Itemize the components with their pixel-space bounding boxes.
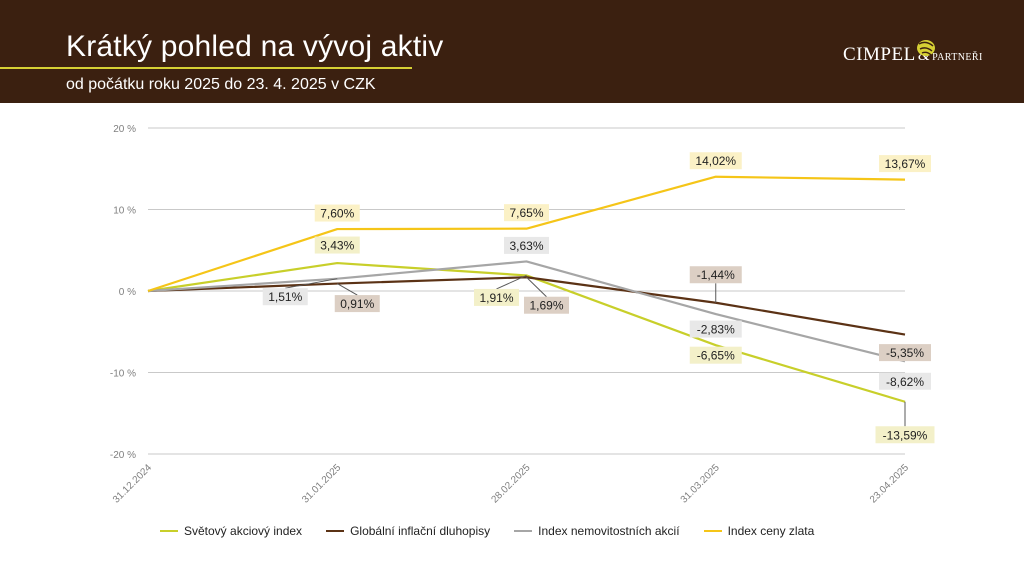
data-label-bg — [314, 236, 360, 254]
data-label-bg — [689, 152, 742, 170]
y-axis-tick-labels: 20 % 10 % 0 % -10 % -20 % — [110, 124, 136, 461]
legend-label: Index nemovitostních akcií — [538, 524, 680, 538]
data-label-bg — [474, 288, 519, 306]
data-label: 3,63% — [509, 239, 543, 253]
data-label: -13,59% — [883, 428, 928, 442]
data-label: -6,65% — [697, 349, 735, 363]
data-label-bg — [689, 320, 742, 338]
x-tick-label: 31.03.2025 — [679, 462, 722, 505]
data-label-bg — [879, 372, 931, 390]
legend-swatch — [514, 530, 533, 532]
y-tick-label: 0 % — [119, 287, 136, 298]
page-subtitle: od počátku roku 2025 do 23. 4. 2025 v CZ… — [66, 76, 376, 93]
legend-label: Index ceny zlata — [727, 524, 815, 538]
chart-gridlines — [148, 127, 905, 455]
leader-line — [526, 276, 547, 298]
series-line — [147, 175, 906, 293]
data-label-bg — [689, 266, 742, 284]
x-tick-label: 31.12.2024 — [111, 462, 154, 505]
data-label-bg — [689, 346, 742, 364]
data-label: 7,65% — [509, 206, 543, 220]
data-label: 7,60% — [320, 207, 354, 221]
x-axis-tick-labels: 31.12.2024 31.01.2025 28.02.2025 31.03.2025… — [111, 462, 911, 505]
legend-label: Světový akciový index — [184, 524, 303, 538]
leader-line — [337, 283, 358, 296]
data-label-bg — [524, 296, 569, 314]
data-label: -5,35% — [886, 346, 924, 360]
chart-legend: Světový akciový index Globální inflační … — [160, 524, 814, 538]
leader-line — [285, 278, 338, 289]
logo-leaf-icon — [917, 40, 935, 56]
logo-main-text: CIMPEL — [843, 44, 916, 65]
data-label: 0,91% — [340, 297, 374, 311]
data-label-bg — [879, 155, 931, 173]
data-label: -8,62% — [886, 375, 924, 389]
header-bar: Krátký pohled na vývoj aktiv od počátku … — [0, 0, 1024, 103]
x-tick-label: 28.02.2025 — [489, 462, 532, 505]
logo-small-text: PARTNEŘI — [932, 52, 983, 63]
y-tick-label: 20 % — [113, 124, 136, 135]
legend-swatch — [326, 530, 345, 532]
data-labels: 3,43% 1,91% -6,65% -13,59% 0,91% 1,69% -1,44% -… — [262, 152, 935, 444]
series-line — [147, 260, 906, 363]
data-label: 1,69% — [529, 299, 563, 313]
data-label-bg — [314, 204, 360, 222]
data-label: -1,44% — [697, 268, 735, 282]
legend-swatch — [703, 530, 722, 532]
data-label: 14,02% — [695, 154, 736, 168]
y-tick-label: -10 % — [110, 369, 136, 380]
y-tick-label: 10 % — [113, 206, 136, 217]
x-tick-label: 23.04.2025 — [868, 462, 911, 505]
data-label: 3,43% — [320, 239, 354, 253]
data-label-bg — [879, 344, 931, 362]
data-label-bg — [875, 426, 935, 444]
legend-item-inflation-bonds: Globální inflační dluhopisy — [326, 524, 490, 538]
x-tick-label: 31.01.2025 — [300, 462, 343, 505]
legend-item-real-estate: Index nemovitostních akcií — [514, 524, 680, 538]
data-label-bg — [262, 288, 308, 306]
title-underline — [0, 67, 412, 69]
legend-item-gold: Index ceny zlata — [703, 524, 815, 538]
data-label: 13,67% — [885, 157, 926, 171]
data-label-bg — [504, 204, 549, 222]
legend-swatch — [160, 530, 178, 532]
legend-item-world-equity: Světový akciový index — [160, 524, 302, 538]
data-label: 1,91% — [479, 291, 513, 305]
line-chart: 20 % 10 % 0 % -10 % -20 % 31.12.2024 31.01.20… — [110, 124, 935, 506]
legend-label: Globální inflační dluhopisy — [350, 524, 491, 538]
data-label-bg — [504, 236, 549, 254]
y-tick-label: -20 % — [110, 450, 136, 461]
data-label: 1,51% — [268, 290, 302, 304]
leader-line — [496, 274, 527, 290]
data-label: -2,83% — [697, 323, 735, 337]
data-label-bg — [334, 295, 380, 313]
page-title: Krátký pohled na vývoj aktiv — [66, 30, 444, 63]
